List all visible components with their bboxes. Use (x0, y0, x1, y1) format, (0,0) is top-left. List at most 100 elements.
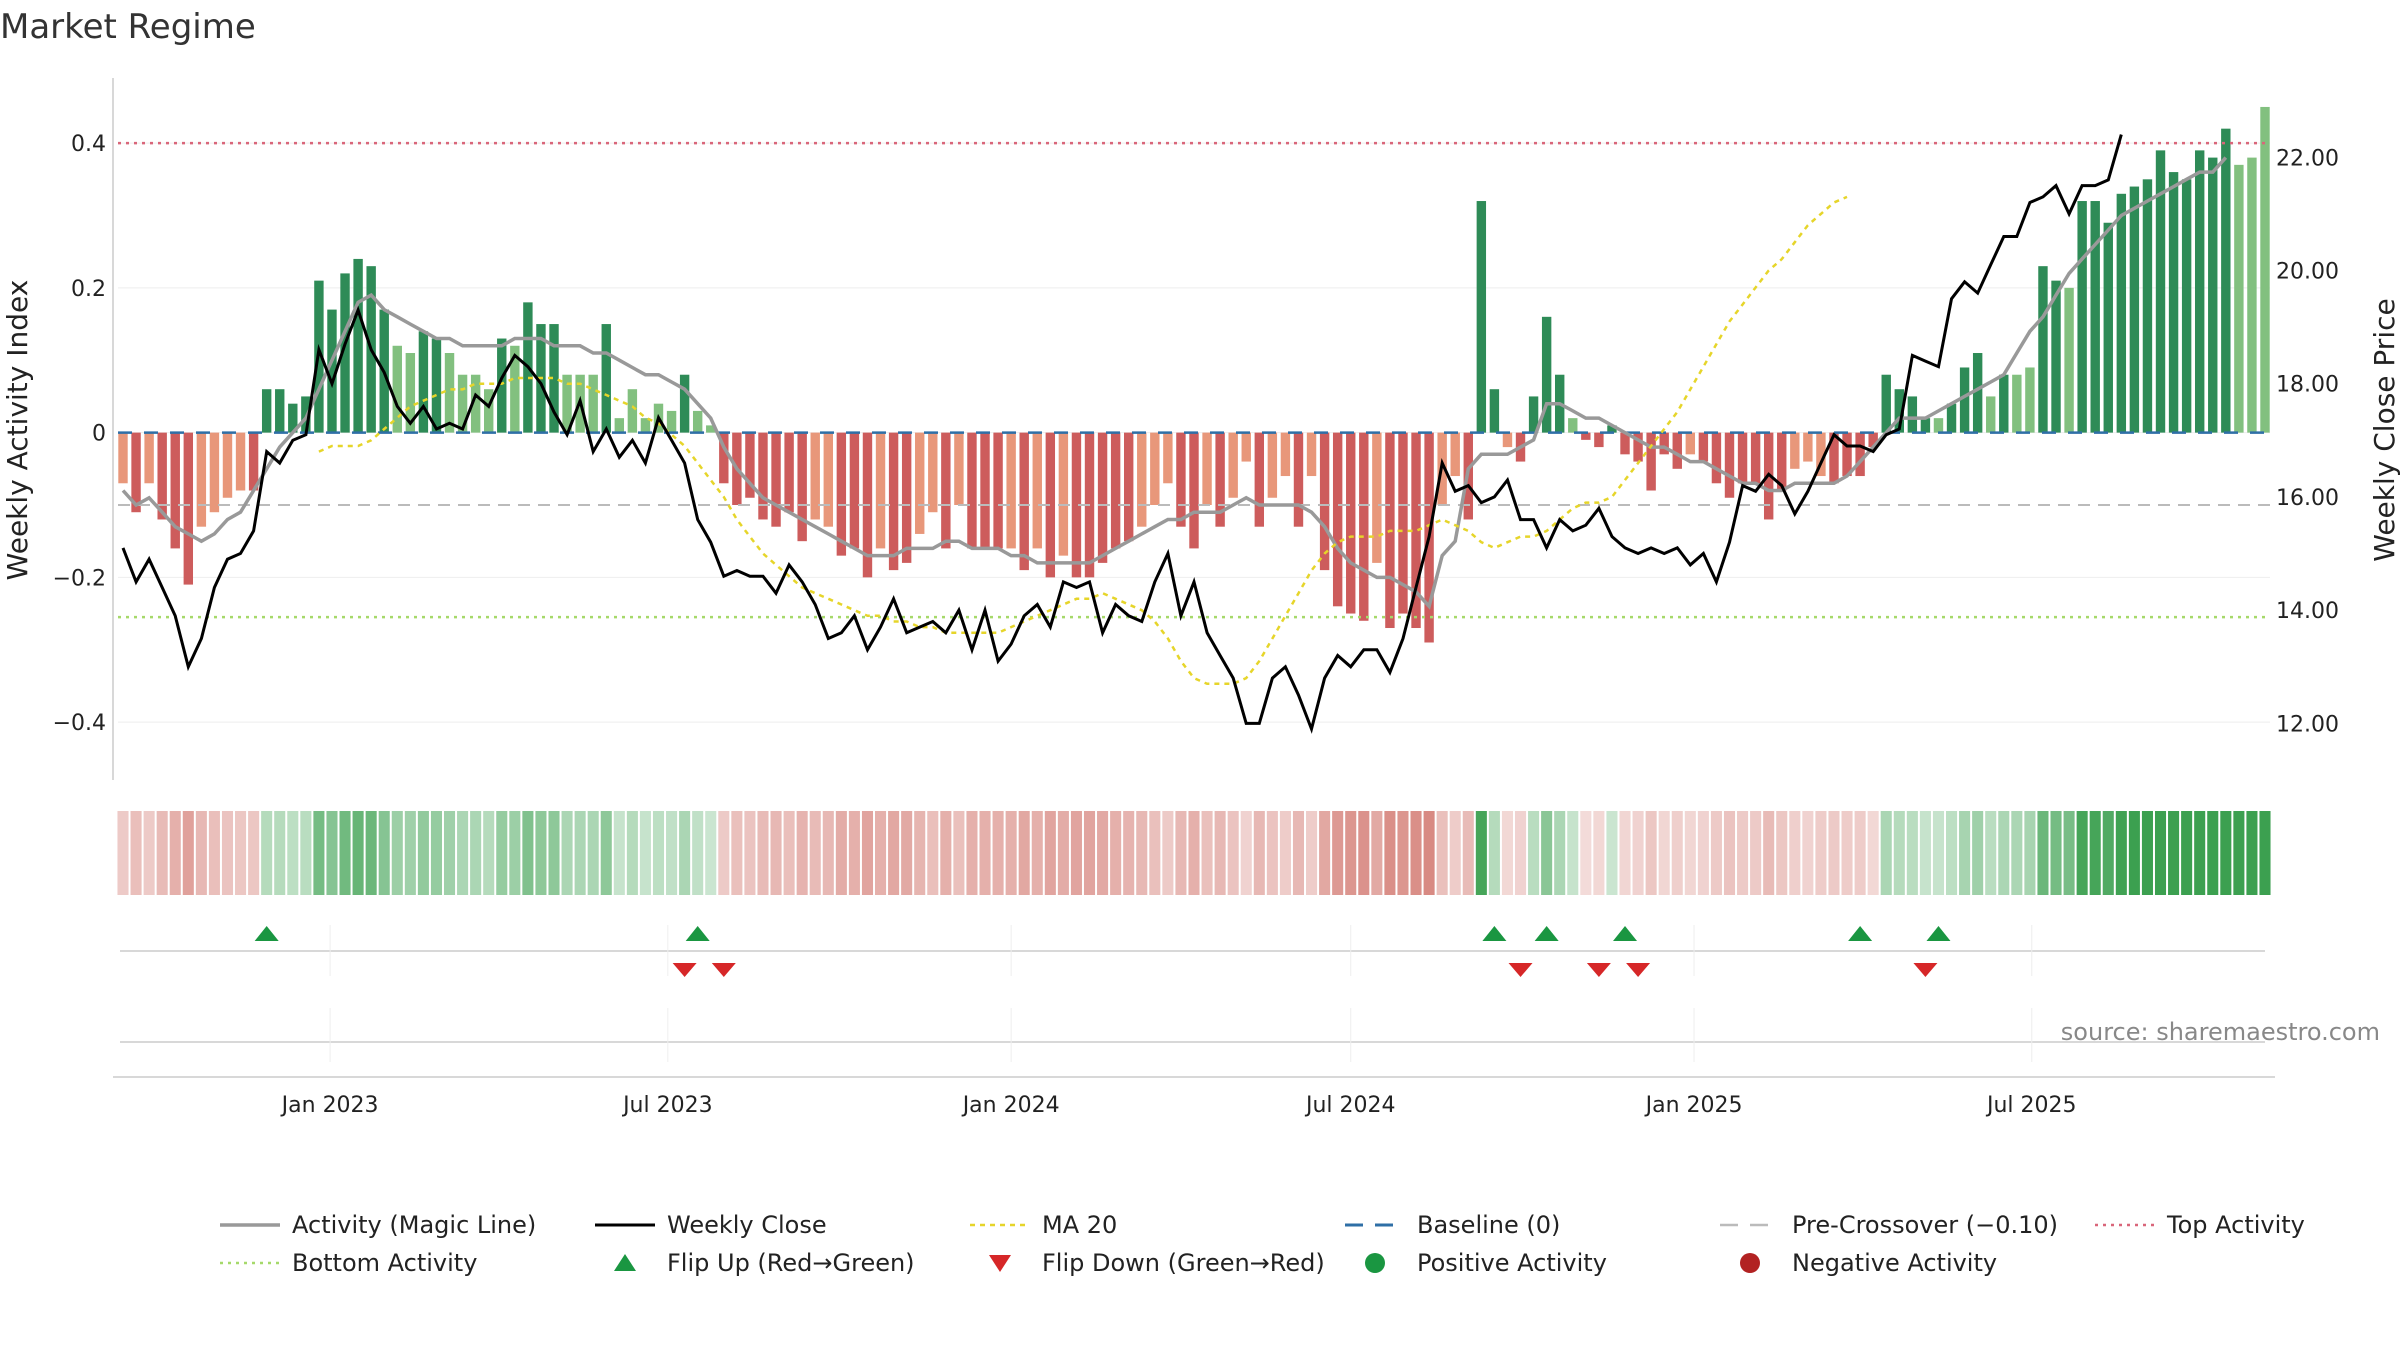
activity-bar (1620, 432, 1630, 455)
regime-strip-cell (2115, 811, 2127, 895)
regime-strip-cell (587, 811, 599, 895)
regime-strip-cell (287, 811, 299, 895)
regime-strip-cell (417, 811, 429, 895)
legend: Activity (Magic Line) Weekly Close MA 20 Ba… (220, 1211, 2305, 1277)
regime-strip-cell (143, 811, 155, 895)
activity-bar (1724, 432, 1735, 498)
axes: 0.4 0.2 0 −0.2 −0.4 22.00 20.00 18.00 16.00 14.00… (1, 78, 2400, 780)
regime-strip-cell (1397, 811, 1409, 895)
regime-strip-cell (639, 811, 651, 895)
x-tick-label: Jan 2024 (961, 1093, 1060, 1118)
activity-bars (118, 106, 2270, 643)
activity-bar (353, 258, 363, 433)
activity-bar (875, 432, 886, 549)
activity-bar (1045, 432, 1056, 578)
regime-strip-cell (1292, 811, 1305, 895)
activity-bar (457, 374, 468, 433)
regime-strip-cell (248, 811, 260, 895)
activity-bar (1672, 432, 1682, 469)
activity-bar (1607, 425, 1617, 433)
regime-strip-cell (2194, 811, 2206, 895)
regime-strip-cell (1906, 811, 1918, 895)
y-left-tick-label: 0.2 (71, 277, 106, 302)
regime-strip-cell (2220, 811, 2232, 895)
activity-bar (2090, 201, 2100, 433)
activity-bar (2116, 193, 2127, 433)
activity-bar (666, 410, 677, 433)
flip-down-marker (1508, 963, 1533, 977)
regime-strip-cell (1031, 811, 1043, 895)
activity-bar (2051, 280, 2061, 433)
regime-strip-cell (1684, 811, 1696, 895)
activity-bar (797, 432, 807, 542)
activity-bar (248, 432, 259, 491)
legend-swatch (614, 1254, 636, 1271)
regime-strip-cell (1645, 811, 1657, 895)
regime-strip-cell (339, 811, 351, 895)
activity-bar (1071, 432, 1082, 578)
regime-strip-cell (1488, 811, 1500, 895)
activity-bar (431, 338, 442, 433)
regime-strip-cell (300, 811, 312, 895)
regime-strip-cell (2207, 811, 2219, 895)
activity-bar (444, 353, 455, 433)
regime-strip-cell (2076, 811, 2088, 895)
regime-strip-cell (2050, 811, 2062, 895)
activity-bar (235, 432, 246, 491)
legend-swatch (1365, 1253, 1385, 1273)
activity-bar (1933, 418, 1944, 433)
activity-bar (1999, 374, 2009, 433)
regime-strip-cell (848, 811, 860, 895)
regime-strip-cell (182, 811, 194, 895)
regime-strip-cell (561, 811, 573, 895)
regime-strip-cell (1880, 811, 1892, 895)
activity-bar (261, 389, 272, 433)
regime-strip-cell (208, 811, 220, 895)
activity-bar (1698, 432, 1709, 462)
regime-strip-cell (496, 811, 508, 895)
activity-bar (1215, 432, 1225, 527)
y-right-tick-label: 22.00 (2276, 146, 2339, 171)
regime-strip-cell (1136, 811, 1148, 895)
regime-strip-cell (574, 811, 586, 895)
activity-bar (614, 418, 625, 433)
regime-strip-cell (770, 811, 782, 895)
y-right-tick-label: 18.00 (2276, 373, 2339, 398)
activity-bar (275, 389, 285, 433)
activity-bar (1359, 432, 1369, 621)
activity-bar (340, 273, 350, 433)
legend-item-label: Weekly Close (667, 1211, 827, 1239)
activity-bar (2064, 287, 2074, 433)
regime-strip-cell (718, 811, 730, 895)
x-tick-label: Jul 2025 (1985, 1093, 2077, 1118)
activity-bar (1816, 432, 1826, 477)
activity-bar (980, 432, 990, 549)
regime-strip-cell (744, 811, 756, 895)
activity-bar (497, 338, 507, 433)
activity-bar (1855, 432, 1865, 477)
regime-strip-cell (679, 811, 691, 895)
regime-strip-cell (2141, 811, 2153, 895)
regime-strip-cell (378, 811, 390, 895)
regime-strip-cell (1528, 811, 1540, 895)
activity-bar (2260, 106, 2270, 433)
regime-strip-cell (1737, 811, 1749, 895)
activity-bar (601, 324, 611, 433)
regime-strip-cell (457, 811, 469, 895)
activity-bar (1881, 374, 1891, 433)
activity-bar (823, 432, 833, 527)
regime-strip (117, 811, 2271, 895)
activity-bar (1189, 432, 1199, 549)
flip-up-marker (685, 926, 710, 941)
activity-bar (392, 345, 402, 433)
regime-strip-cell (1436, 811, 1448, 895)
activity-bar (562, 374, 572, 433)
regime-strip-cell (1802, 811, 1814, 895)
activity-bar (1398, 432, 1408, 614)
regime-strip-cell (2168, 811, 2180, 895)
legend-item-label: Activity (Magic Line) (292, 1211, 536, 1239)
activity-bar (1581, 432, 1591, 440)
legend-item-label: Top Activity (2166, 1211, 2305, 1239)
regime-strip-cell (1070, 811, 1082, 895)
activity-bar (484, 389, 494, 433)
